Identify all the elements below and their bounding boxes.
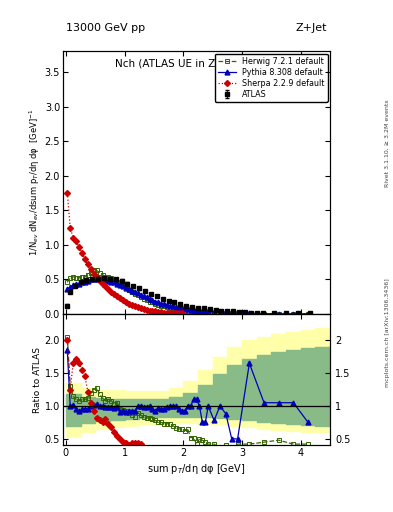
Pythia 8.308 default — [191, 307, 196, 313]
Legend: Herwig 7.2.1 default, Pythia 8.308 default, Sherpa 2.2.9 default, ATLAS: Herwig 7.2.1 default, Pythia 8.308 defau… — [215, 54, 328, 102]
Pythia 8.308 default — [94, 275, 99, 282]
Sherpa 2.2.9 default — [176, 310, 181, 316]
Sherpa 2.2.9 default — [106, 286, 111, 292]
Sherpa 2.2.9 default — [138, 306, 143, 312]
Sherpa 2.2.9 default — [141, 306, 146, 312]
Pythia 8.308 default — [65, 286, 70, 292]
Herwig 7.2.1 default — [71, 273, 75, 280]
Sherpa 2.2.9 default — [132, 303, 137, 309]
Sherpa 2.2.9 default — [88, 266, 93, 272]
Text: mcplots.cern.ch [arXiv:1306.3436]: mcplots.cern.ch [arXiv:1306.3436] — [385, 279, 389, 387]
Herwig 7.2.1 default — [291, 311, 296, 317]
Herwig 7.2.1 default — [83, 273, 87, 280]
Herwig 7.2.1 default — [65, 279, 70, 285]
Sherpa 2.2.9 default — [83, 255, 87, 262]
Sherpa 2.2.9 default — [100, 281, 105, 287]
Sherpa 2.2.9 default — [159, 309, 163, 315]
Sherpa 2.2.9 default — [94, 274, 99, 281]
Sherpa 2.2.9 default — [71, 235, 75, 241]
Sherpa 2.2.9 default — [121, 297, 125, 303]
Sherpa 2.2.9 default — [174, 310, 178, 316]
Text: Rivet 3.1.10, ≥ 3.2M events: Rivet 3.1.10, ≥ 3.2M events — [385, 99, 389, 187]
Y-axis label: Ratio to ATLAS: Ratio to ATLAS — [33, 347, 42, 413]
Sherpa 2.2.9 default — [168, 310, 173, 316]
Sherpa 2.2.9 default — [86, 261, 90, 267]
Sherpa 2.2.9 default — [153, 308, 158, 314]
Pythia 8.308 default — [306, 311, 310, 317]
Sherpa 2.2.9 default — [97, 278, 102, 284]
Line: Herwig 7.2.1 default: Herwig 7.2.1 default — [65, 268, 310, 316]
Sherpa 2.2.9 default — [144, 307, 149, 313]
Sherpa 2.2.9 default — [127, 301, 131, 307]
Text: 13000 GeV pp: 13000 GeV pp — [66, 23, 145, 33]
Y-axis label: 1/N$_{ev}$ dN$_{ev}$/dsum p$_{T}$/dη dφ  [GeV]$^{-1}$: 1/N$_{ev}$ dN$_{ev}$/dsum p$_{T}$/dη dφ … — [28, 109, 42, 257]
Text: Nch (ATLAS UE in Z production): Nch (ATLAS UE in Z production) — [115, 59, 278, 69]
Herwig 7.2.1 default — [306, 311, 310, 317]
Line: Sherpa 2.2.9 default: Sherpa 2.2.9 default — [65, 191, 184, 315]
Sherpa 2.2.9 default — [77, 244, 81, 250]
Sherpa 2.2.9 default — [171, 310, 175, 316]
Herwig 7.2.1 default — [191, 308, 196, 314]
Sherpa 2.2.9 default — [74, 238, 79, 244]
Sherpa 2.2.9 default — [156, 309, 161, 315]
Sherpa 2.2.9 default — [136, 304, 140, 310]
Sherpa 2.2.9 default — [115, 293, 119, 299]
Sherpa 2.2.9 default — [118, 295, 123, 301]
Pythia 8.308 default — [112, 279, 117, 285]
Herwig 7.2.1 default — [91, 267, 96, 273]
Line: Pythia 8.308 default: Pythia 8.308 default — [65, 276, 310, 316]
Sherpa 2.2.9 default — [91, 271, 96, 277]
Sherpa 2.2.9 default — [103, 283, 108, 289]
Sherpa 2.2.9 default — [80, 250, 84, 256]
Sherpa 2.2.9 default — [124, 299, 129, 305]
Sherpa 2.2.9 default — [112, 291, 117, 297]
Herwig 7.2.1 default — [94, 267, 99, 273]
Sherpa 2.2.9 default — [130, 302, 134, 308]
Sherpa 2.2.9 default — [109, 289, 114, 295]
Herwig 7.2.1 default — [156, 302, 161, 308]
Sherpa 2.2.9 default — [147, 308, 152, 314]
Herwig 7.2.1 default — [112, 277, 117, 283]
Pythia 8.308 default — [156, 299, 161, 305]
Sherpa 2.2.9 default — [162, 310, 167, 316]
Sherpa 2.2.9 default — [165, 310, 169, 316]
X-axis label: sum p$_{T}$/dη dφ [GeV]: sum p$_{T}$/dη dφ [GeV] — [147, 462, 246, 476]
Text: Z+Jet: Z+Jet — [296, 23, 327, 33]
Pythia 8.308 default — [291, 311, 296, 317]
Sherpa 2.2.9 default — [68, 224, 73, 230]
Sherpa 2.2.9 default — [150, 308, 155, 314]
Sherpa 2.2.9 default — [65, 190, 70, 196]
Sherpa 2.2.9 default — [180, 310, 184, 316]
Pythia 8.308 default — [83, 279, 87, 285]
Pythia 8.308 default — [91, 275, 96, 282]
Pythia 8.308 default — [71, 282, 75, 288]
